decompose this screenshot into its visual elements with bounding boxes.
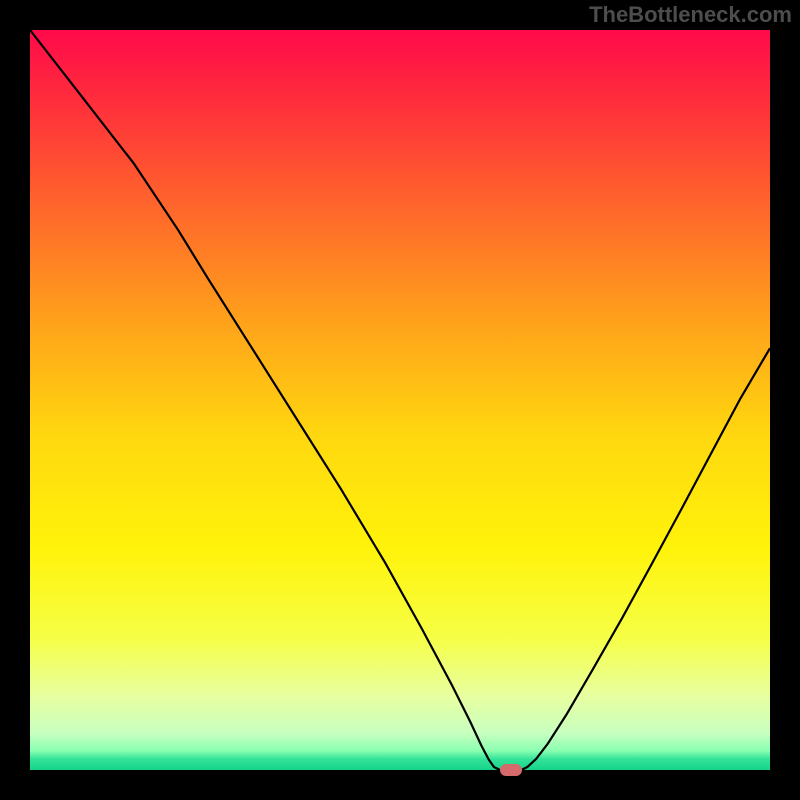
optimum-marker <box>500 764 522 776</box>
chart-svg <box>30 30 770 770</box>
chart-background-gradient <box>30 30 770 770</box>
watermark-text: TheBottleneck.com <box>589 2 792 28</box>
chart-plot-area <box>30 30 770 770</box>
